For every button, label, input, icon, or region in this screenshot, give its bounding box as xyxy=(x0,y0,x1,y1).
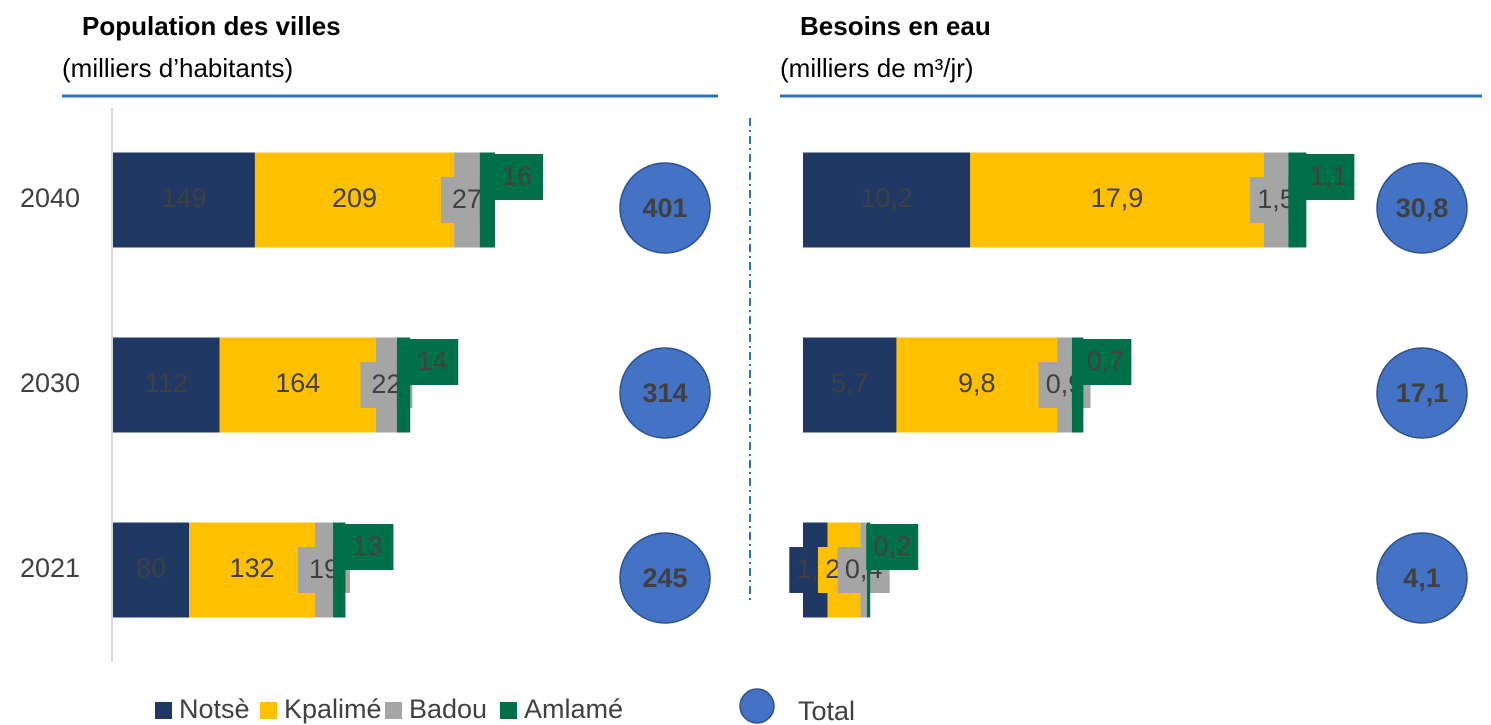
total-label: 30,8 xyxy=(1396,193,1449,223)
total-label: 4,1 xyxy=(1403,563,1441,593)
label-box xyxy=(1302,154,1355,200)
total-marker xyxy=(619,347,711,439)
bar-segment xyxy=(113,337,220,433)
bar-segment xyxy=(254,152,455,248)
total-label: 245 xyxy=(642,563,687,593)
y-tick-label: 2030 xyxy=(20,368,80,398)
total-marker xyxy=(619,532,711,624)
bar-segment xyxy=(189,522,315,618)
legend-label: Badou xyxy=(409,694,487,724)
legend-label: Total xyxy=(798,696,855,725)
data-label: 14 xyxy=(417,346,447,376)
bar-segment xyxy=(113,152,255,248)
chart-title: Besoins en eau xyxy=(800,11,991,41)
label-box xyxy=(406,339,459,385)
legend-swatch xyxy=(500,702,517,719)
chart-subtitle: (milliers d’habitants) xyxy=(62,53,293,83)
data-label: 13 xyxy=(352,531,382,561)
total-marker xyxy=(1376,162,1468,254)
data-label: 209 xyxy=(332,183,377,213)
data-label: 17,9 xyxy=(1091,183,1144,213)
data-label: 0,7 xyxy=(1087,346,1125,376)
chart-subtitle: (milliers de m³/jr) xyxy=(780,53,974,83)
data-label: 149 xyxy=(161,183,206,213)
label-box xyxy=(866,524,919,570)
bar-segment xyxy=(896,337,1058,433)
data-label: 132 xyxy=(230,553,275,583)
bar-segment xyxy=(803,337,897,433)
total-label: 401 xyxy=(642,193,687,223)
label-box xyxy=(491,154,543,200)
legend-swatch xyxy=(739,688,775,724)
legend-label: Kpalimé xyxy=(284,694,382,724)
legend-swatch xyxy=(155,702,172,719)
data-label: 27 xyxy=(452,184,482,214)
bar-segment xyxy=(803,152,971,248)
data-label: 16 xyxy=(502,161,532,191)
y-tick-label: 2021 xyxy=(20,553,80,583)
bar-segment xyxy=(1288,152,1307,248)
data-label: 9,8 xyxy=(958,368,996,398)
legend-label: Amlamé xyxy=(524,694,623,724)
bar-segment xyxy=(1071,337,1084,433)
data-label: 22 xyxy=(371,369,401,399)
total-marker xyxy=(1376,347,1468,439)
legend-swatch xyxy=(385,702,402,719)
bar-segment xyxy=(219,337,376,433)
total-label: 314 xyxy=(642,378,687,408)
bar-segment xyxy=(970,152,1264,248)
legend-label: Notsè xyxy=(179,694,250,724)
total-label: 17,1 xyxy=(1396,378,1449,408)
chart-title: Population des villes xyxy=(82,11,341,41)
data-label: 80 xyxy=(136,553,166,583)
data-label: 164 xyxy=(275,368,320,398)
data-label: 5,7 xyxy=(831,368,869,398)
data-label: 10,2 xyxy=(860,183,913,213)
data-label: 112 xyxy=(145,368,188,398)
label-box xyxy=(1079,339,1132,385)
total-marker xyxy=(619,162,711,254)
bar-segment xyxy=(113,522,190,618)
total-marker xyxy=(1376,532,1468,624)
label-box xyxy=(341,524,394,570)
y-tick-label: 2040 xyxy=(20,183,80,213)
data-label: 1,1 xyxy=(1310,161,1348,191)
data-label: 0,2 xyxy=(873,531,911,561)
legend-swatch xyxy=(260,702,277,719)
